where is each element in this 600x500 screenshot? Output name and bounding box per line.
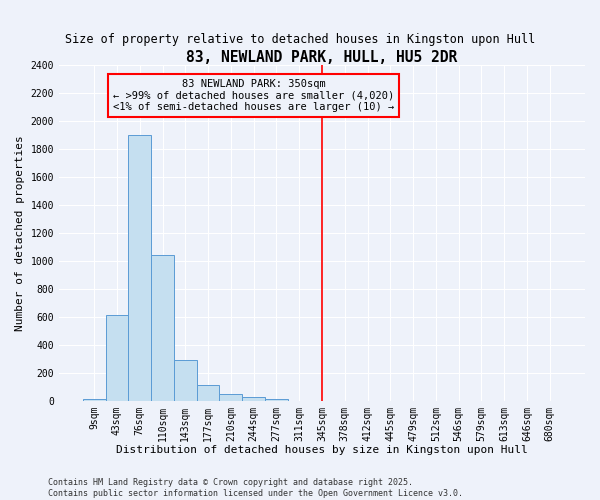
Title: 83, NEWLAND PARK, HULL, HU5 2DR: 83, NEWLAND PARK, HULL, HU5 2DR <box>187 50 458 65</box>
Bar <box>151 255 174 400</box>
Bar <box>83 398 106 400</box>
Bar <box>174 360 197 401</box>
Bar <box>220 394 242 400</box>
Text: Size of property relative to detached houses in Kingston upon Hull: Size of property relative to detached ho… <box>65 32 535 46</box>
Bar <box>106 316 128 400</box>
X-axis label: Distribution of detached houses by size in Kingston upon Hull: Distribution of detached houses by size … <box>116 445 528 455</box>
Bar <box>197 386 220 400</box>
Y-axis label: Number of detached properties: Number of detached properties <box>15 135 25 330</box>
Text: 83 NEWLAND PARK: 350sqm
← >99% of detached houses are smaller (4,020)
<1% of sem: 83 NEWLAND PARK: 350sqm ← >99% of detach… <box>113 79 394 112</box>
Bar <box>242 397 265 400</box>
Bar <box>128 135 151 400</box>
Text: Contains HM Land Registry data © Crown copyright and database right 2025.
Contai: Contains HM Land Registry data © Crown c… <box>48 478 463 498</box>
